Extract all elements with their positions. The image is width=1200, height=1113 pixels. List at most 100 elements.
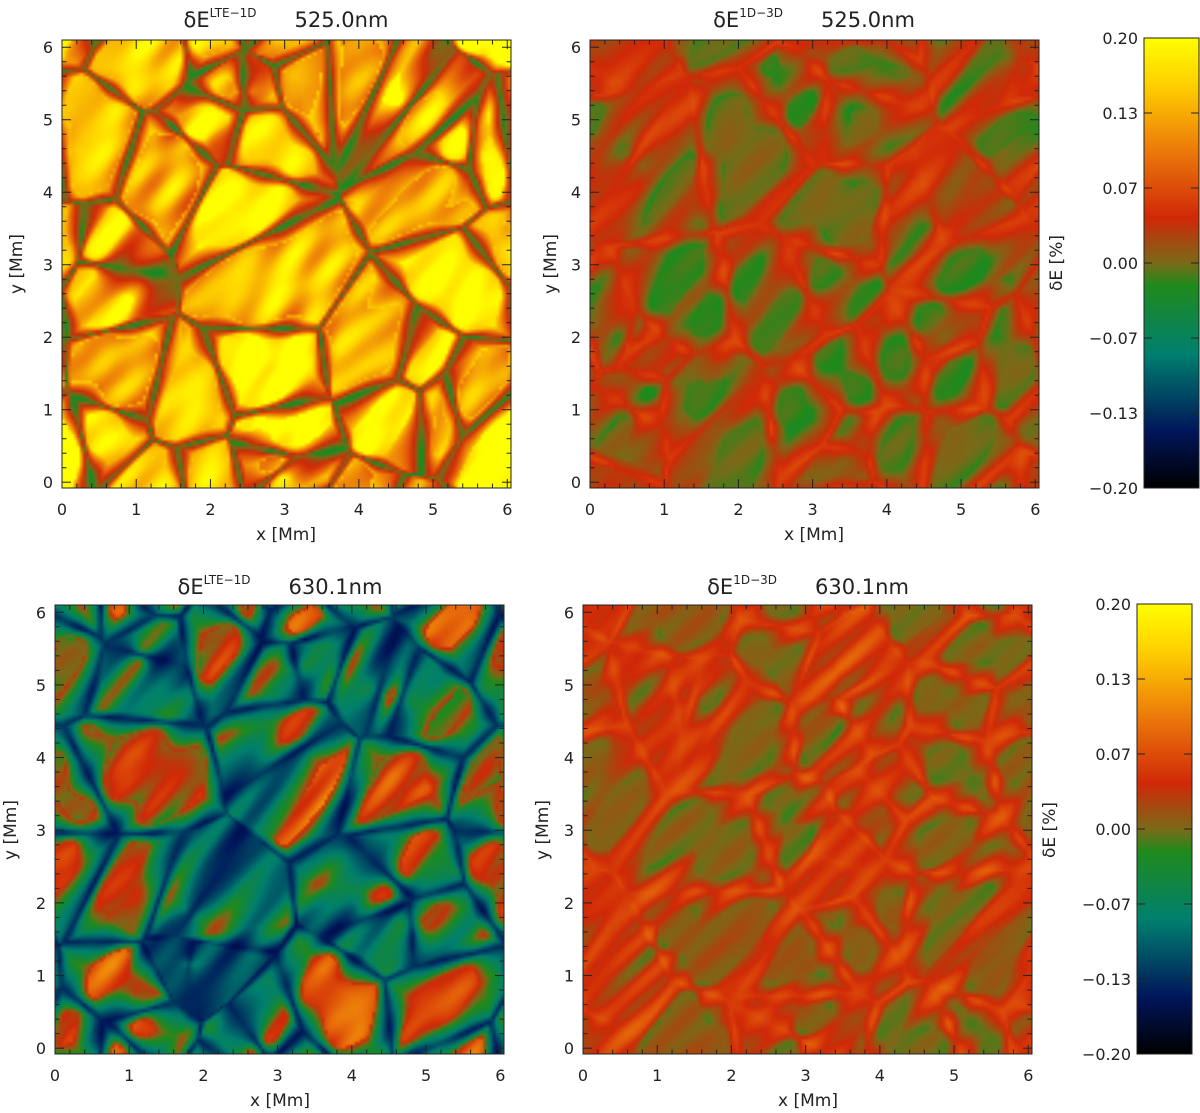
plot-frame [61, 39, 512, 489]
heatmap-image [55, 605, 504, 1054]
y-axis-label: y [Mm] [7, 234, 27, 294]
y-tick-label: 4 [564, 749, 574, 768]
x-axis-label: x [Mm] [256, 525, 316, 545]
plot-area [55, 605, 504, 1054]
x-tick-label: 3 [273, 1066, 283, 1085]
y-tick-label: 2 [571, 328, 581, 347]
x-tick-label: 5 [949, 1066, 959, 1085]
plot-frame [582, 604, 1033, 1055]
y-tick-label: 2 [36, 894, 46, 913]
colorbar-tick-label: 0.07 [1095, 745, 1131, 764]
x-tick-label: 3 [280, 500, 290, 519]
y-tick-label: 5 [571, 111, 581, 130]
axis-ticks: 0 1 2 3 4 5 6 0 1 2 3 4 5 6 [43, 38, 513, 519]
panel-title: δE1D−3D 630.1nm [707, 573, 909, 599]
y-tick-label: 1 [564, 967, 574, 986]
heatmap-panel-lte-1d-525: δELTE−1D 525.0nm 0 1 2 3 4 5 6 0 1 2 3 4 5 6 x [Mm] y … [7, 6, 512, 545]
y-tick-label: 6 [571, 38, 581, 57]
colorbar-label: δE [%] [1040, 802, 1060, 858]
colorbar-tick-label: 0.00 [1095, 820, 1131, 839]
x-tick-label: 6 [1030, 500, 1040, 519]
y-tick-label: 0 [571, 473, 581, 492]
x-tick-label: 0 [585, 500, 595, 519]
panel-title: δE1D−3D 525.0nm [713, 6, 915, 32]
x-tick-label: 2 [726, 1066, 736, 1085]
x-tick-label: 5 [956, 500, 966, 519]
colorbar-tick-label: −0.20 [1089, 479, 1138, 498]
y-axis-label: y [Mm] [541, 234, 561, 294]
y-tick-label: 3 [36, 821, 46, 840]
y-tick-label: 1 [571, 401, 581, 420]
colorbar-tick-label: −0.13 [1089, 404, 1138, 423]
x-tick-label: 5 [428, 500, 438, 519]
y-tick-label: 0 [43, 473, 53, 492]
colorbar-tick-label: 0.20 [1102, 29, 1138, 48]
y-tick-label: 4 [36, 749, 46, 768]
y-tick-label: 3 [571, 256, 581, 275]
x-tick-label: 0 [57, 500, 67, 519]
y-tick-label: 1 [43, 401, 53, 420]
x-tick-label: 2 [733, 500, 743, 519]
colorbar-tick-label: −0.07 [1082, 895, 1131, 914]
x-tick-label: 4 [875, 1066, 885, 1085]
y-tick-label: 6 [564, 603, 574, 622]
y-tick-label: 4 [571, 183, 581, 202]
x-tick-label: 1 [124, 1066, 134, 1085]
axis-ticks: 0 1 2 3 4 5 6 0 1 2 3 4 5 6 [564, 603, 1034, 1085]
x-axis-label: x [Mm] [778, 1091, 838, 1111]
panel-title: δELTE−1D 630.1nm [178, 573, 383, 599]
heatmap-panel-lte-1d-630: δELTE−1D 630.1nm 0 1 2 3 4 5 6 0 1 2 3 4 5 6 x [Mm] y … [1, 573, 505, 1111]
x-axis-label: x [Mm] [250, 1091, 310, 1111]
x-tick-label: 1 [652, 1066, 662, 1085]
x-tick-label: 6 [1023, 1066, 1033, 1085]
x-tick-label: 3 [808, 500, 818, 519]
plot-area [583, 605, 1032, 1054]
x-tick-label: 6 [495, 1066, 505, 1085]
y-tick-label: 5 [36, 676, 46, 695]
x-tick-label: 6 [502, 500, 512, 519]
colorbar-tick-label: 0.13 [1095, 670, 1131, 689]
heatmap-image [62, 40, 511, 488]
colorbar-tick-label: −0.13 [1082, 970, 1131, 989]
colorbar-tick-label: −0.20 [1082, 1045, 1131, 1064]
plot-frame [54, 604, 505, 1055]
heatmap-panel-1d-3d-525: δE1D−3D 525.0nm 0 1 2 3 4 5 6 0 1 2 3 4 5 6 x [Mm] y [… [541, 6, 1040, 545]
colorbar-gradient [1143, 37, 1200, 489]
x-tick-label: 4 [354, 500, 364, 519]
plot-frame [589, 39, 1040, 489]
axis-ticks: 0 1 2 3 4 5 6 0 1 2 3 4 5 6 [36, 603, 506, 1085]
x-tick-label: 2 [205, 500, 215, 519]
y-tick-label: 1 [36, 967, 46, 986]
colorbar-ticks: 0.20 0.13 0.07 0.00 −0.07 −0.13 −0.20 [1082, 595, 1192, 1064]
heatmap-image [583, 605, 1032, 1054]
x-tick-label: 1 [131, 500, 141, 519]
heatmap-panel-1d-3d-630: δE1D−3D 630.1nm 0 1 2 3 4 5 6 0 1 2 3 4 5 6 x [Mm] y [… [533, 573, 1033, 1111]
y-tick-label: 5 [43, 111, 53, 130]
x-axis-label: x [Mm] [784, 525, 844, 545]
y-axis-label: y [Mm] [1, 800, 21, 860]
x-tick-label: 0 [578, 1066, 588, 1085]
y-tick-label: 5 [564, 676, 574, 695]
colorbar-tick-label: −0.07 [1089, 329, 1138, 348]
axis-ticks: 0 1 2 3 4 5 6 0 1 2 3 4 5 6 [571, 38, 1041, 519]
colorbar-bottom: 0.20 0.13 0.07 0.00 −0.07 −0.13 −0.20 δE [%] [1040, 595, 1193, 1064]
plot-area [590, 40, 1039, 488]
x-tick-label: 5 [421, 1066, 431, 1085]
y-tick-label: 3 [564, 821, 574, 840]
y-axis-label: y [Mm] [533, 800, 553, 860]
colorbar-ticks: 0.20 0.13 0.07 0.00 −0.07 −0.13 −0.20 [1089, 29, 1199, 498]
x-tick-label: 1 [659, 500, 669, 519]
x-tick-label: 4 [347, 1066, 357, 1085]
plot-area [62, 40, 511, 488]
y-tick-label: 3 [43, 256, 53, 275]
panel-title: δELTE−1D 525.0nm [184, 6, 389, 32]
colorbar-top: 0.20 0.13 0.07 0.00 −0.07 −0.13 −0.20 δE [%] [1047, 29, 1200, 498]
x-tick-label: 2 [198, 1066, 208, 1085]
colorbar-gradient [1136, 603, 1193, 1055]
y-tick-label: 4 [43, 183, 53, 202]
y-tick-label: 0 [36, 1039, 46, 1058]
colorbar-tick-label: 0.13 [1102, 104, 1138, 123]
colorbar-tick-label: 0.20 [1095, 595, 1131, 614]
heatmap-image [590, 40, 1039, 488]
colorbar-label: δE [%] [1047, 235, 1067, 291]
